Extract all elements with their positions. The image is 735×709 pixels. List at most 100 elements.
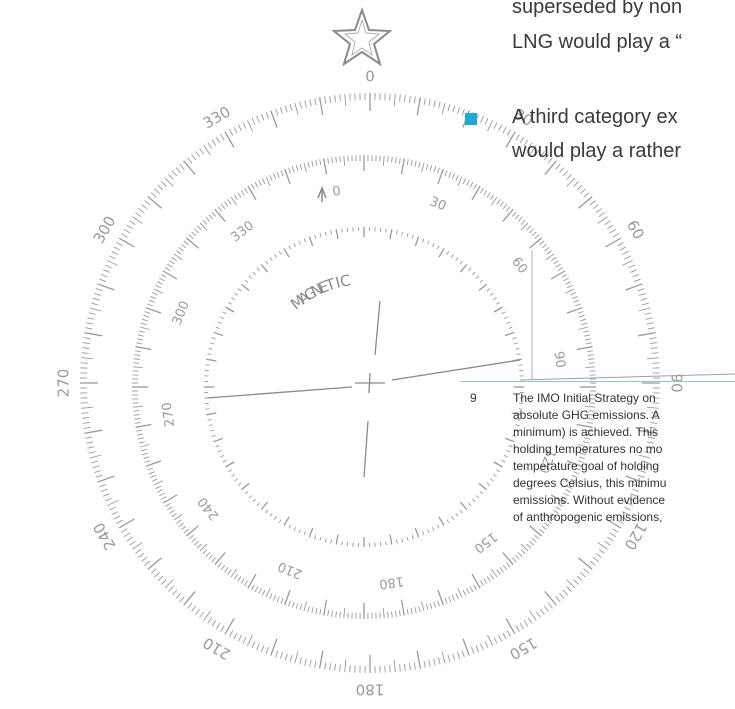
dial-tick: [499, 567, 504, 573]
dial-tick: [100, 488, 108, 493]
dial-tick: [207, 142, 213, 149]
dial-tick: [280, 170, 284, 177]
dial-tick: [400, 158, 405, 175]
dial-tick: [311, 160, 314, 167]
dial-tick: [587, 350, 594, 353]
dial-tick: [527, 617, 533, 624]
dial-tick: [638, 292, 646, 296]
dial-tick: [461, 108, 465, 116]
dial-tick: [395, 157, 397, 164]
dial-tick: [252, 271, 256, 276]
body-line-2: LNG would play a “: [512, 31, 683, 53]
dial-degree-label: 270: [160, 401, 178, 428]
dial-tick: [517, 551, 523, 558]
dial-tick: [225, 306, 235, 313]
dial-tick: [256, 267, 260, 272]
dial-tick: [251, 584, 255, 591]
dial-degree-label: 300: [90, 213, 120, 247]
dial-tick: [319, 536, 322, 541]
dial-tick: [605, 237, 622, 248]
dial-tick: [423, 98, 426, 106]
dial-tick: [256, 643, 260, 651]
dial-tick: [393, 94, 396, 107]
dial-tick: [534, 534, 540, 540]
dial-tick: [138, 552, 145, 558]
dial-tick: [187, 157, 193, 164]
dial-tick: [206, 358, 217, 362]
dial-tick: [294, 651, 299, 664]
dial-tick: [550, 494, 566, 504]
dial-tick: [298, 529, 301, 534]
dial-tick: [95, 288, 103, 292]
dial-tick: [466, 588, 470, 594]
dial-tick: [588, 410, 595, 412]
dial-tick: [341, 541, 343, 546]
dial-tick: [411, 535, 414, 540]
dial-tick: [518, 408, 523, 410]
dial-tick: [138, 208, 145, 214]
dial-tick: [109, 506, 116, 511]
dial-tick: [483, 190, 488, 196]
dial-tick: [123, 532, 131, 538]
dial-tick: [196, 225, 202, 231]
dial-tick: [87, 317, 95, 320]
dial-tick: [472, 271, 476, 276]
footnote-number: 9: [470, 391, 477, 405]
dial-tick: [167, 506, 173, 511]
dial-tick: [551, 513, 557, 518]
dial-tick: [650, 347, 658, 349]
dial-tick: [416, 97, 422, 116]
dial-tick: [585, 405, 596, 408]
dial-tick: [276, 171, 280, 178]
dial-tick: [431, 527, 435, 531]
dial-tick: [227, 569, 232, 575]
dial-tick: [585, 429, 592, 432]
dial-tick: [196, 543, 202, 549]
dial-tick: [579, 452, 587, 456]
dial-tick: [85, 327, 93, 330]
dial-tick: [455, 512, 459, 517]
dial-tick: [80, 362, 88, 364]
dial-tick: [225, 461, 235, 468]
dial-tick: [331, 610, 333, 617]
dial-tick: [385, 541, 387, 546]
dial-tick: [387, 611, 389, 618]
dial-tick: [339, 94, 341, 102]
dial-tick: [270, 638, 278, 656]
dial-tick: [607, 536, 614, 542]
dial-tick: [473, 584, 477, 591]
dial-tick: [555, 596, 561, 603]
dial-tick: [382, 608, 385, 619]
dial-tick: [490, 568, 498, 578]
dial-tick: [107, 259, 119, 266]
dial-tick: [513, 429, 518, 432]
dial-degree-label: 330: [228, 218, 257, 245]
dial-tick: [222, 311, 227, 315]
dial-tick: [118, 518, 135, 529]
dial-tick: [385, 228, 387, 233]
dial-tick: [612, 528, 619, 533]
dial-tick: [437, 168, 444, 185]
dial-tick: [502, 552, 514, 566]
dial-tick: [284, 168, 291, 185]
dial-tick: [577, 196, 593, 209]
dial-tick: [514, 214, 520, 220]
dial-tick: [171, 170, 178, 177]
dial-tick: [331, 157, 333, 164]
dial-tick: [161, 579, 167, 585]
dial-tick: [645, 446, 653, 449]
dial-tick: [587, 421, 594, 424]
dial-tick: [349, 665, 351, 673]
dial-tick: [607, 224, 614, 230]
dial-tick: [471, 573, 481, 589]
dial-tick: [220, 316, 224, 320]
dial-tick: [382, 155, 385, 166]
dial-tick: [81, 412, 89, 414]
dial-tick: [406, 536, 409, 541]
dial-tick: [261, 178, 266, 185]
dial-tick: [577, 557, 593, 570]
dial-tick: [187, 602, 193, 609]
dial-tick: [242, 637, 247, 644]
dial-tick: [81, 406, 94, 409]
magnetic-north-arrow-icon: [317, 185, 327, 202]
